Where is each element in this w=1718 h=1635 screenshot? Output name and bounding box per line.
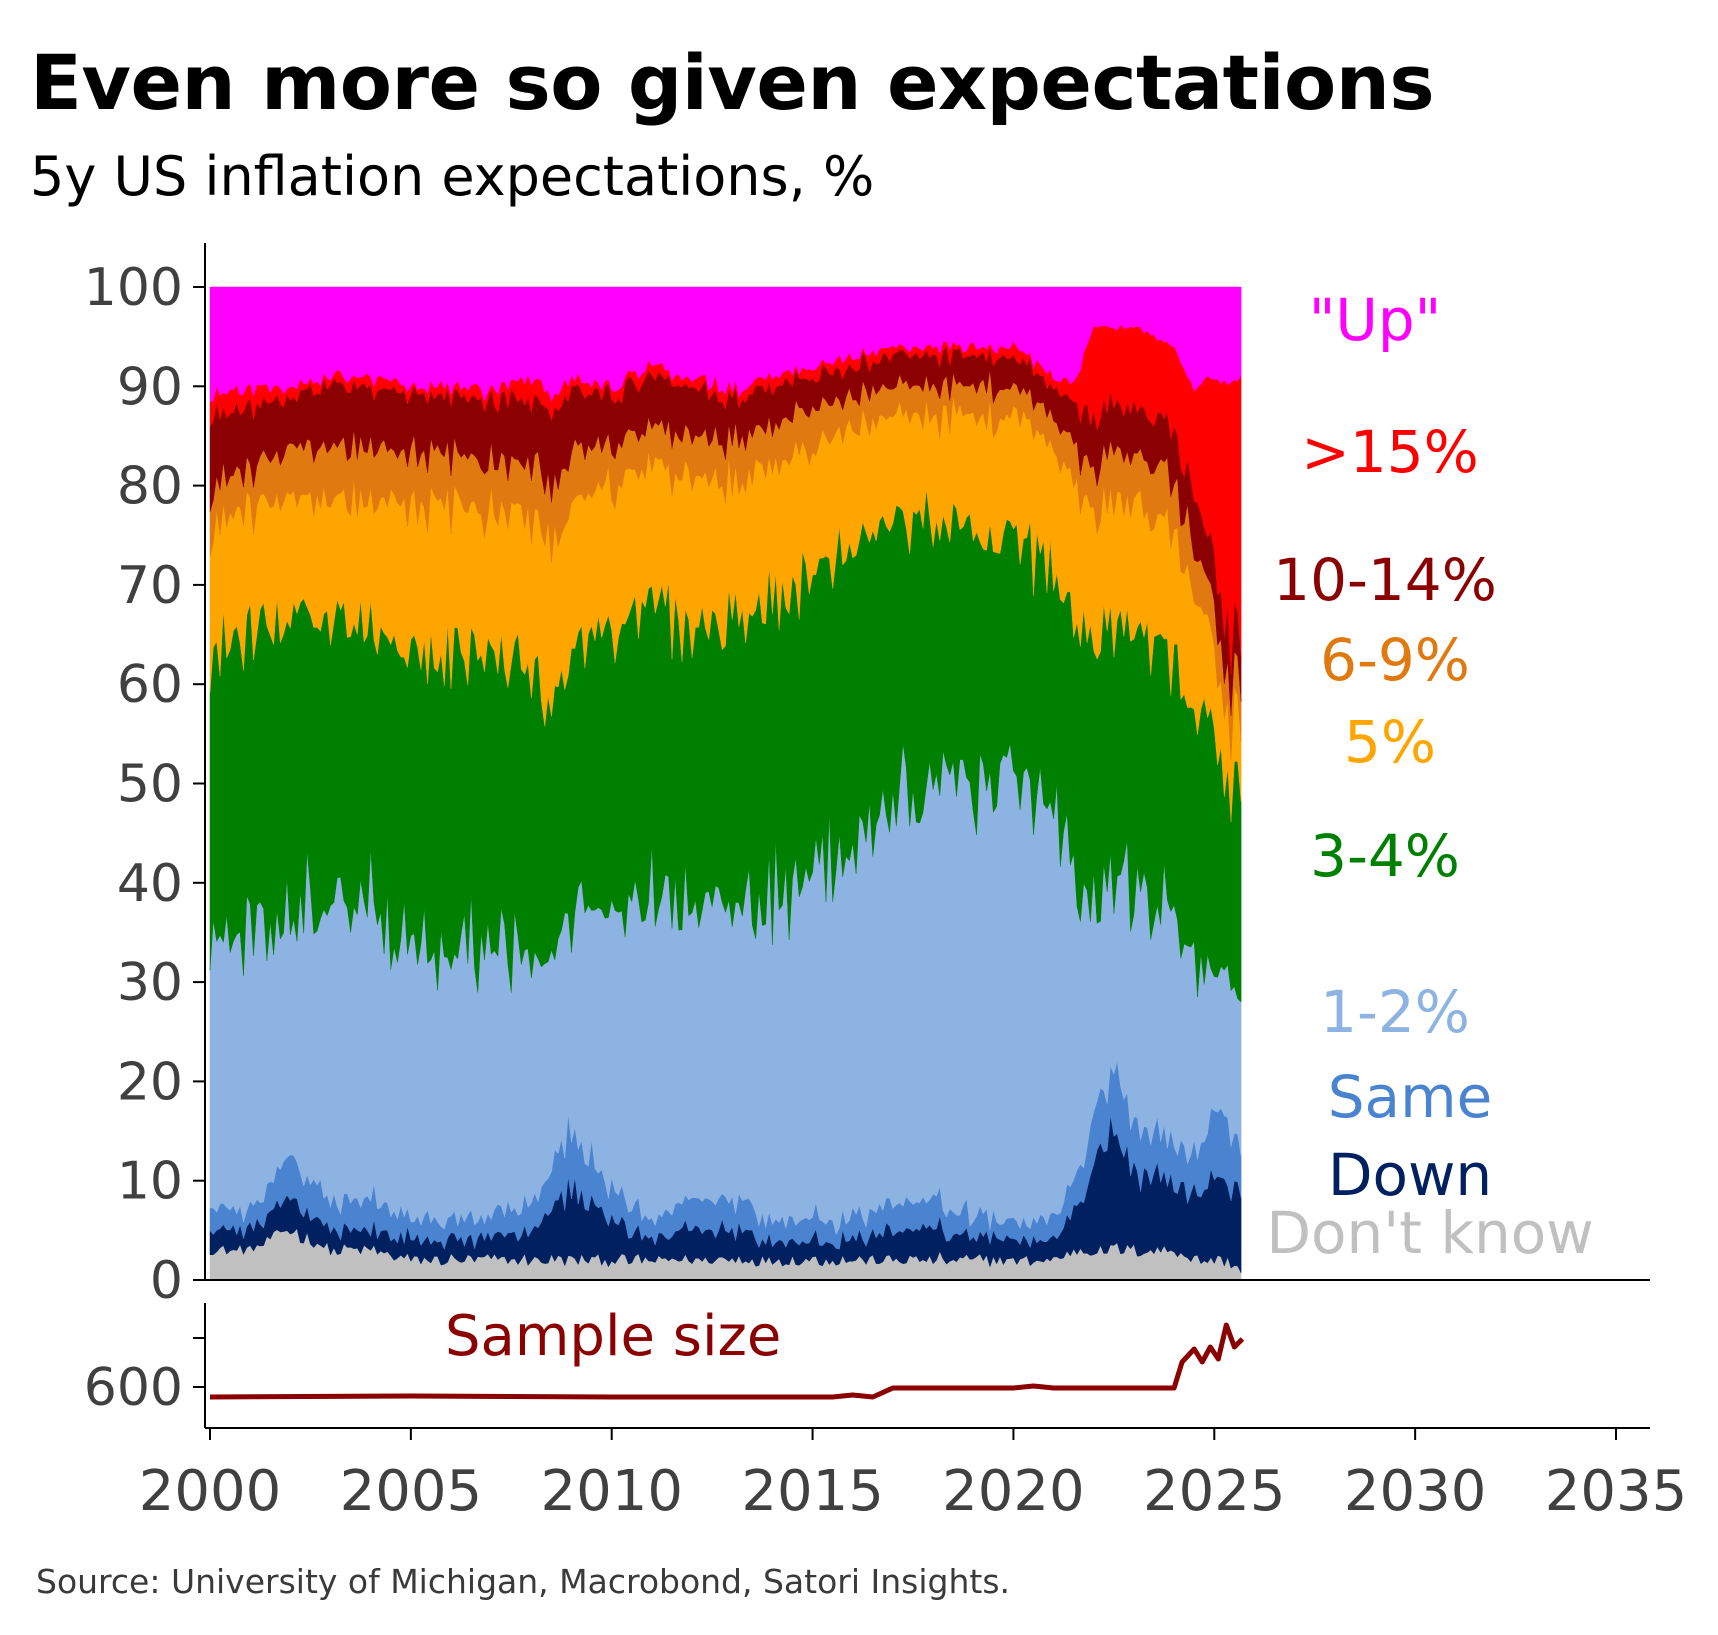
label-same: Same <box>1328 1063 1493 1131</box>
label-down: Down <box>1328 1141 1492 1209</box>
sample-size-label: Sample size <box>445 1304 781 1369</box>
label-dont-know: Don't know <box>1266 1199 1593 1267</box>
y-tick-label: 10 <box>117 1152 183 1212</box>
x-tick-label: 2030 <box>1344 1459 1487 1524</box>
y-tick-label: 20 <box>117 1052 183 1112</box>
y-tick-label: 70 <box>117 556 183 616</box>
x-tick-label: 2000 <box>139 1459 282 1524</box>
label-five: 5% <box>1344 708 1436 776</box>
y-tick-label: 0 <box>150 1251 183 1311</box>
stacked-area-plot <box>209 286 1242 1281</box>
y-tick-label: 30 <box>117 953 183 1013</box>
y-tick-label: 90 <box>117 357 183 417</box>
x-tick-label: 2010 <box>540 1459 683 1524</box>
label-ten-fourteen: 10-14% <box>1273 546 1497 614</box>
sample-size-panel: 600 Sample size 2000 2005 2010 2015 2020 2025 20… <box>84 1303 1688 1524</box>
label-one-two: 1-2% <box>1320 978 1470 1046</box>
sample-size-line <box>209 1322 1245 1400</box>
axes: 0 10 20 30 40 50 60 70 80 90 100 <box>84 243 1650 1311</box>
chart-subtitle: 5y US inflation expectations, % <box>30 145 875 208</box>
source-note: Source: University of Michigan, Macrobon… <box>36 1562 1010 1601</box>
y-tick-label: 80 <box>117 457 183 517</box>
label-over-fifteen: >15% <box>1301 418 1479 486</box>
x-tick-label: 2020 <box>942 1459 1085 1524</box>
y-tick-label: 60 <box>117 655 183 715</box>
label-up: "Up" <box>1309 286 1442 354</box>
sample-y-tick-label: 600 <box>84 1358 183 1418</box>
label-three-four: 3-4% <box>1310 822 1460 890</box>
label-six-nine: 6-9% <box>1320 626 1470 694</box>
area-up <box>209 286 1242 403</box>
y-tick-label: 100 <box>84 258 183 318</box>
y-tick-label: 50 <box>117 755 183 815</box>
x-tick-label: 2035 <box>1545 1459 1688 1524</box>
chart-title: Even more so given expectations <box>30 38 1435 127</box>
x-tick-label: 2015 <box>741 1459 884 1524</box>
x-tick-label: 2025 <box>1143 1459 1286 1524</box>
y-tick-label: 40 <box>117 854 183 914</box>
x-tick-label: 2005 <box>340 1459 483 1524</box>
